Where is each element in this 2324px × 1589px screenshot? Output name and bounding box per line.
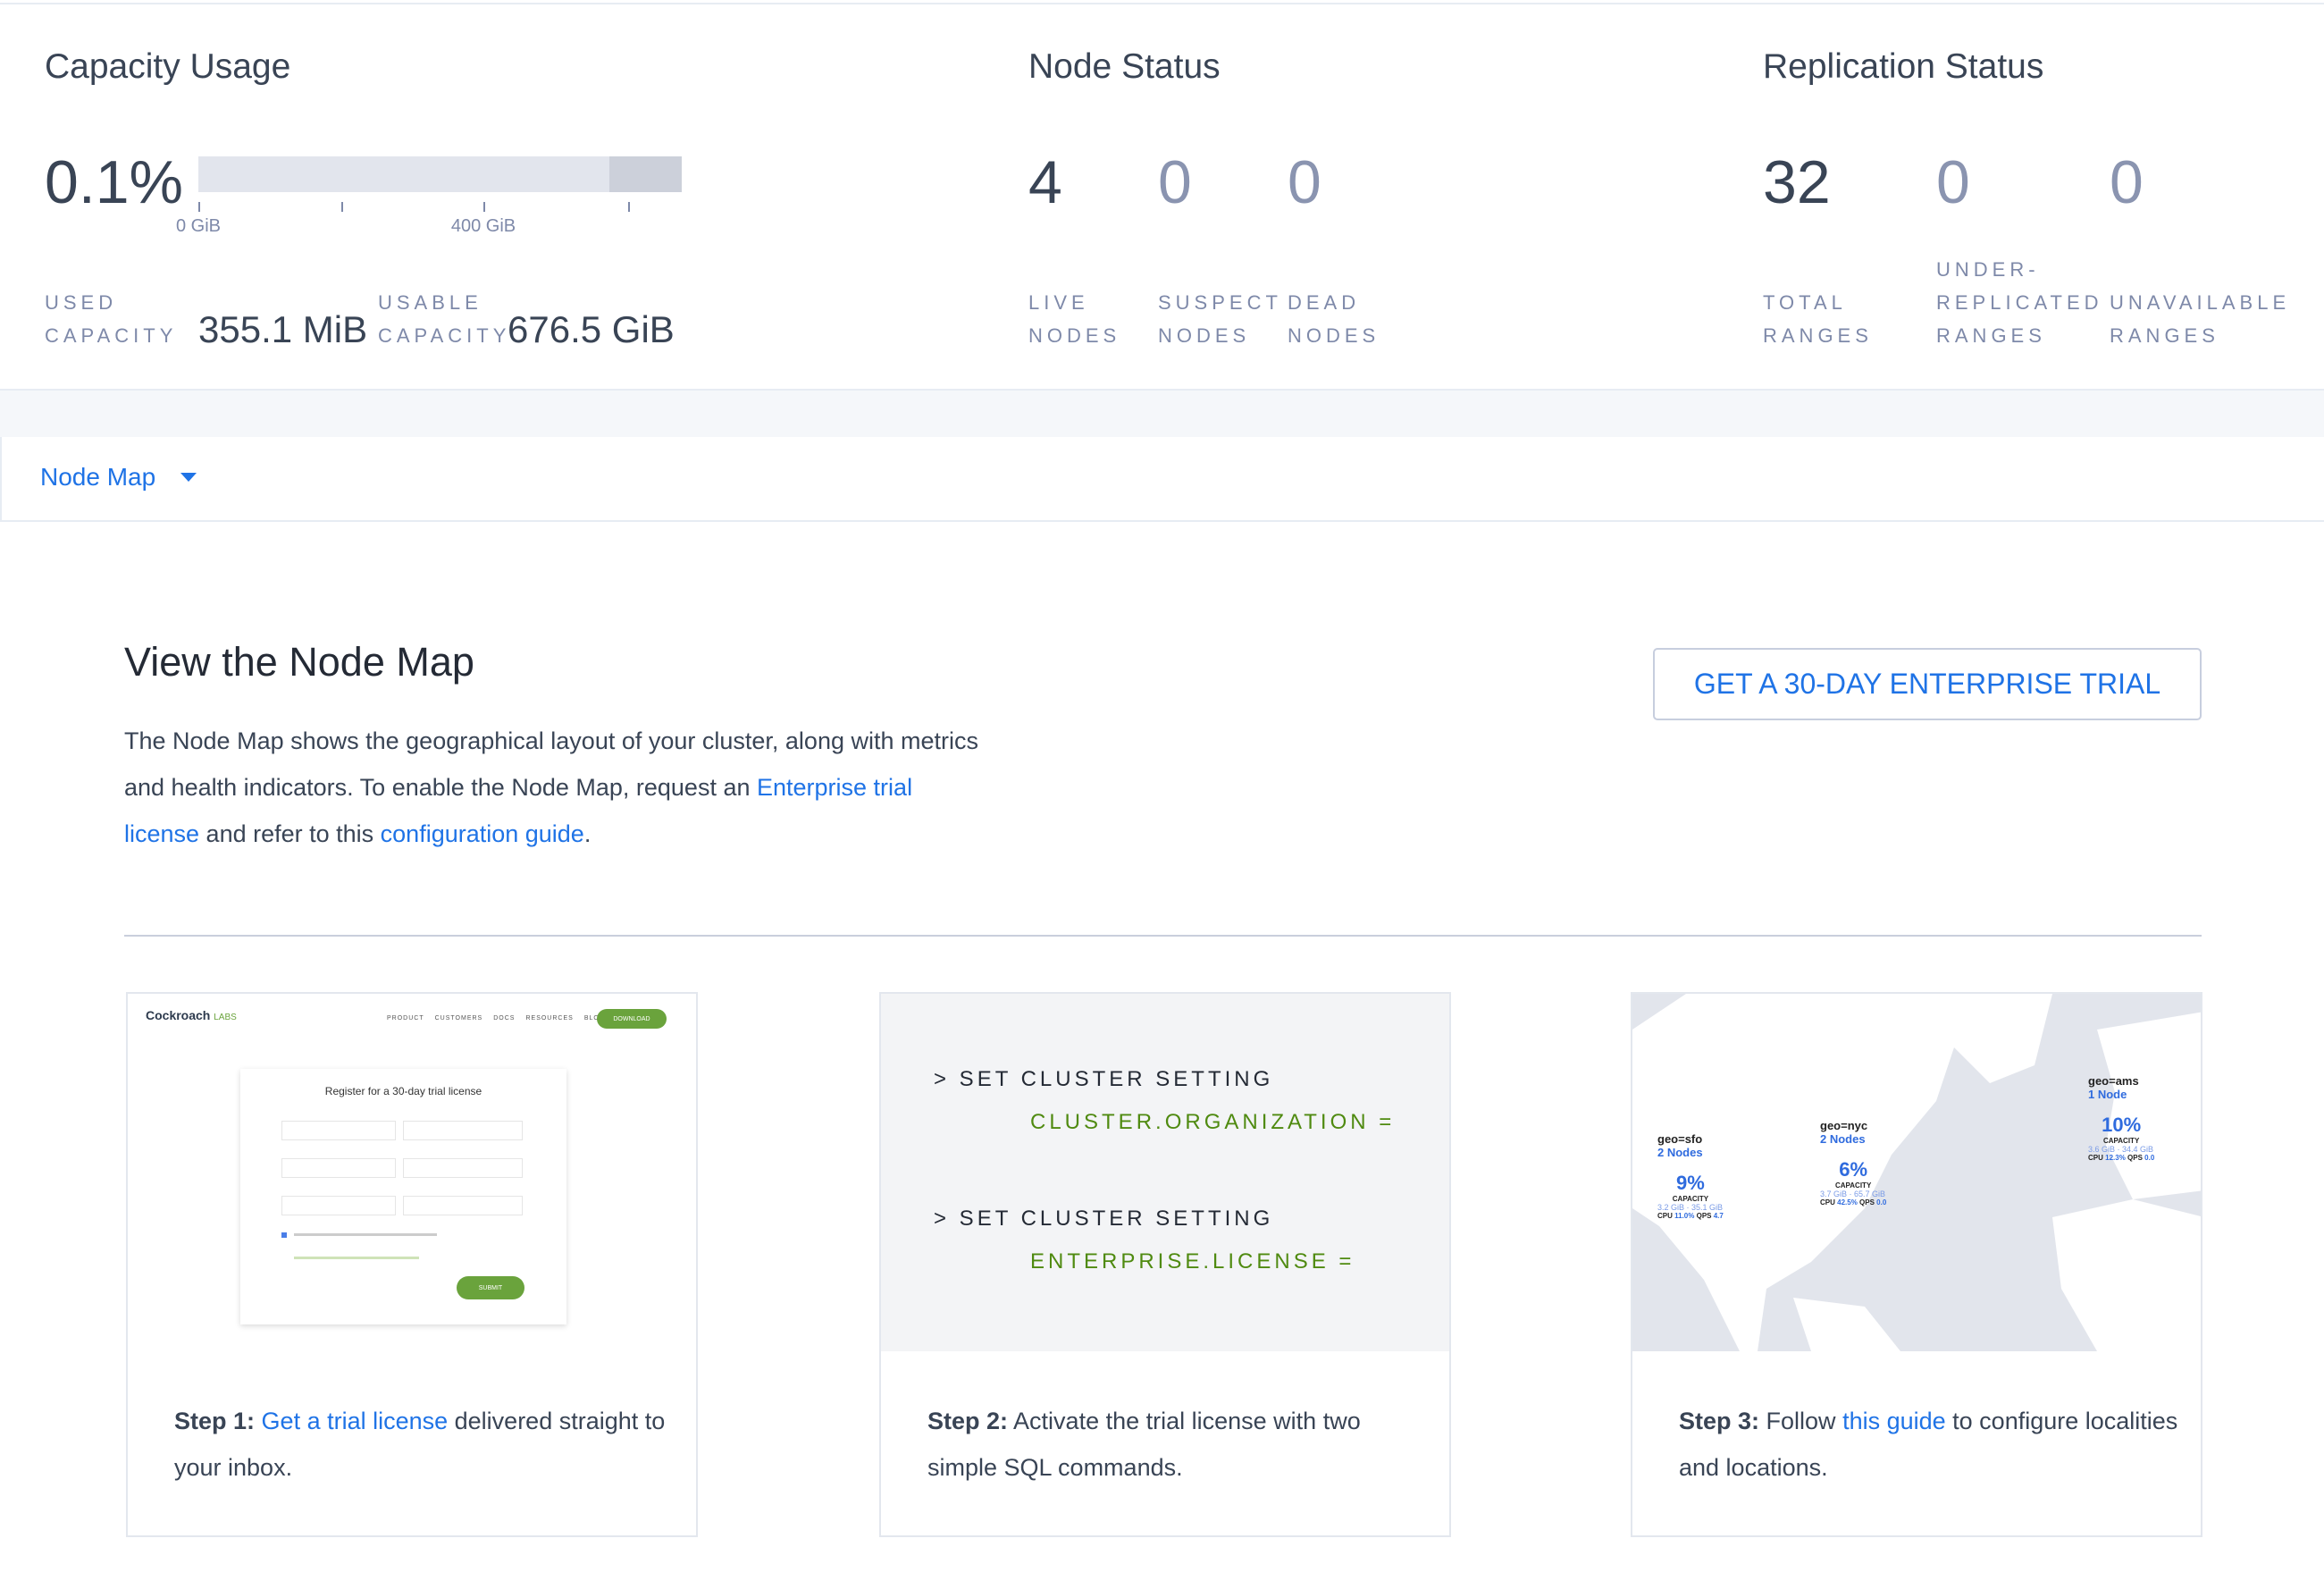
tick	[628, 202, 630, 212]
divider	[124, 935, 2202, 937]
capacity-bar	[198, 156, 682, 192]
dead-nodes-label: DEAD NODES	[1288, 291, 1380, 347]
step-1-card: Cockroach LABS PRODUCT CUSTOMERS DOCS RESOU…	[126, 992, 698, 1537]
used-value: 355.1 MiB	[198, 308, 368, 350]
sql-line: > SET CLUSTER SETTING	[934, 1067, 1274, 1091]
usable-label: USABLE CAPACITY	[378, 291, 511, 347]
tick	[341, 202, 343, 212]
under-replicated-label: UNDER- REPLICATED RANGES	[1936, 258, 2103, 347]
trial-signup-screenshot: Cockroach LABS PRODUCT CUSTOMERS DOCS RESOU…	[128, 994, 696, 1351]
view-dropdown[interactable]: Node Map	[40, 463, 197, 492]
site-nav: PRODUCT CUSTOMERS DOCS RESOURCES BLOG	[387, 1015, 606, 1022]
download-pill: DOWNLOAD	[597, 1009, 667, 1029]
sql-line: > SET CLUSTER SETTING	[934, 1206, 1274, 1231]
locality-nyc: geo=nyc 2 Nodes 6% CAPACITY 3.7 GiB · 65.…	[1820, 1119, 1887, 1206]
step-3-card: geo=sfo 2 Nodes 9% CAPACITY 3.2 GiB · 35.…	[1631, 992, 2202, 1537]
capacity-bar-unusable	[609, 156, 682, 192]
tick-label: 0 GiB	[175, 216, 222, 236]
tick-label: 400 GiB	[450, 216, 516, 236]
world-map	[1632, 994, 2201, 1351]
usable-value: 676.5 GiB	[508, 308, 675, 350]
under-replicated-value: 0	[1936, 148, 1970, 216]
live-nodes-value: 4	[1028, 148, 1062, 216]
enterprise-trial-link[interactable]: Enterprise trial license	[124, 774, 913, 847]
enterprise-trial-button[interactable]: GET A 30-DAY ENTERPRISE TRIAL	[1653, 648, 2202, 720]
step-2-text: Step 2: Activate the trial license with …	[927, 1408, 1361, 1481]
caret-down-icon	[180, 473, 197, 482]
total-ranges-label: TOTAL RANGES	[1763, 291, 1873, 347]
suspect-nodes-label: SUSPECT NODES	[1158, 291, 1282, 347]
total-ranges-value: 32	[1763, 148, 1831, 216]
dead-nodes-value: 0	[1288, 148, 1321, 216]
tick	[198, 202, 200, 212]
step-2-card: > SET CLUSTER SETTING CLUSTER.ORGANIZATI…	[879, 992, 1451, 1537]
trial-license-link[interactable]: Get a trial license	[261, 1408, 449, 1434]
view-selector-bar: Node Map	[0, 437, 2324, 522]
unavailable-label: UNAVAILABLE RANGES	[2110, 291, 2291, 347]
submit-pill: SUBMIT	[457, 1276, 524, 1299]
node-map-title: View the Node Map	[124, 639, 474, 685]
tick	[483, 202, 485, 212]
this-guide-link[interactable]: this guide	[1842, 1408, 1946, 1434]
step-3-text: Step 3: Follow this guide to configure l…	[1679, 1408, 2178, 1481]
capacity-title: Capacity Usage	[45, 47, 291, 86]
form-title: Register for a 30-day trial license	[324, 1085, 482, 1097]
node-map-description: The Node Map shows the geographical layo…	[124, 727, 978, 847]
used-label: USED CAPACITY	[45, 291, 178, 347]
node-status-title: Node Status	[1028, 47, 1221, 86]
cockroach-logo: Cockroach LABS	[146, 1008, 237, 1022]
capacity-percent: 0.1%	[45, 148, 183, 216]
step-1-text: Step 1: Get a trial license delivered st…	[174, 1408, 666, 1481]
separator-band	[0, 391, 2324, 437]
suspect-nodes-value: 0	[1158, 148, 1192, 216]
sql-commands: > SET CLUSTER SETTING CLUSTER.ORGANIZATI…	[881, 994, 1449, 1351]
live-nodes-label: LIVE NODES	[1028, 291, 1121, 347]
replication-title: Replication Status	[1763, 47, 2044, 86]
unavailable-value: 0	[2110, 148, 2144, 216]
view-dropdown-label: Node Map	[40, 463, 156, 491]
sql-line: ENTERPRISE.LICENSE =	[1030, 1249, 1355, 1274]
summary-panel: Capacity Usage 0.1% 0 GiB 400 GiB USED CA…	[0, 3, 2324, 391]
node-map-preview: geo=sfo 2 Nodes 9% CAPACITY 3.2 GiB · 35.…	[1632, 994, 2201, 1351]
sql-line: CLUSTER.ORGANIZATION =	[1030, 1110, 1396, 1134]
locality-ams: geo=ams 1 Node 10% CAPACITY 3.6 GiB · 34.…	[2088, 1074, 2155, 1162]
signup-form: Register for a 30-day trial license SUBM…	[240, 1069, 566, 1324]
configuration-guide-link[interactable]: configuration guide	[380, 820, 584, 847]
locality-sfo: geo=sfo 2 Nodes 9% CAPACITY 3.2 GiB · 35.…	[1657, 1132, 1724, 1220]
